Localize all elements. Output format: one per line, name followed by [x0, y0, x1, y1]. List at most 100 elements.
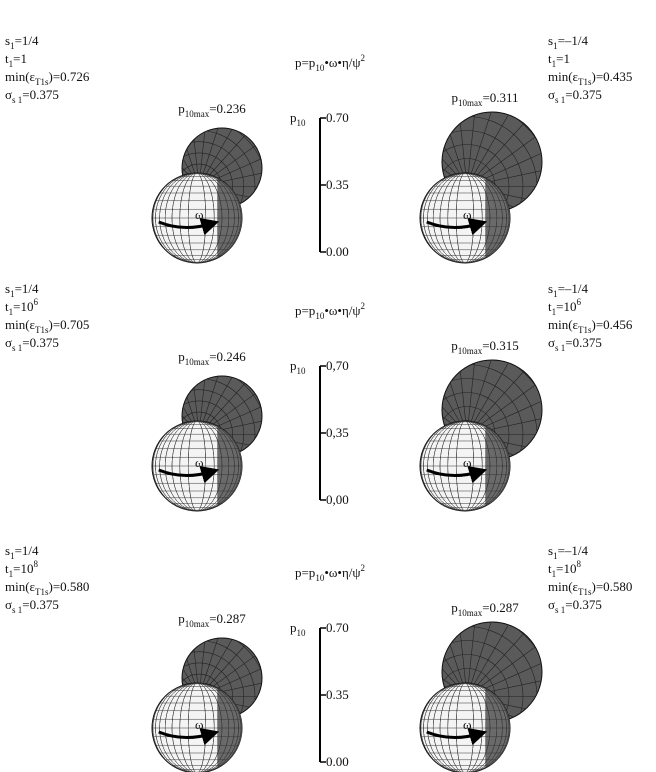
- parameter: t1=106: [548, 297, 581, 317]
- text-run: =–1/4: [558, 543, 589, 558]
- text-run: 10max: [458, 98, 483, 108]
- scale-label: p10: [290, 110, 306, 128]
- scale-label: p10: [290, 358, 306, 376]
- text-run: 8: [33, 559, 38, 569]
- text-run: s 1: [555, 95, 565, 105]
- text-run: )=0.456: [592, 317, 633, 332]
- text-run: 6: [576, 297, 581, 307]
- text-run: •ω•η/ψ: [324, 565, 360, 580]
- text-run: =0.315: [482, 338, 519, 353]
- text-run: )=0.580: [49, 579, 90, 594]
- text-run: =–1/4: [558, 33, 589, 48]
- text-run: =0.236: [209, 101, 246, 116]
- scale-tick-label: 0.35: [326, 177, 349, 192]
- parameter: t1=1: [548, 51, 570, 69]
- formula: p=p10•ω•η/ψ2: [295, 301, 365, 321]
- text-run: 10max: [458, 608, 483, 618]
- rotation-label: ω: [195, 717, 204, 732]
- text-run: σ: [548, 335, 555, 350]
- parameter: min(εT1s)=0.726: [5, 69, 90, 87]
- text-run: =10: [556, 561, 576, 576]
- text-run: =10: [13, 299, 33, 314]
- parameter: σs 1=0.375: [548, 87, 602, 105]
- text-run: =10: [13, 561, 33, 576]
- scale-tick-label: 0.35: [326, 687, 349, 702]
- p10max-label: p10max=0.246: [178, 349, 246, 367]
- text-run: min(ε: [548, 69, 579, 84]
- text-run: min(ε: [5, 579, 36, 594]
- scale-tick-label: 0.70: [326, 620, 349, 635]
- text-run: 10: [297, 118, 307, 128]
- scale-tick-label: 0.00: [326, 244, 349, 259]
- rotation-label: ω: [195, 207, 204, 222]
- parameter: s1=–1/4: [548, 281, 589, 299]
- text-run: =0.246: [209, 349, 246, 364]
- scale-tick-label: 0,00: [326, 492, 349, 507]
- parameter: min(εT1s)=0.580: [548, 579, 632, 597]
- parameter: min(εT1s)=0.580: [5, 579, 89, 597]
- text-run: =0.375: [22, 87, 59, 102]
- text-run: min(ε: [5, 69, 36, 84]
- text-run: σ: [5, 87, 12, 102]
- rotation-label: ω: [463, 717, 472, 732]
- text-run: 10max: [458, 346, 483, 356]
- parameter: t1=1: [5, 51, 27, 69]
- p10max-label: p10max=0.311: [451, 90, 518, 108]
- text-run: p=p: [295, 303, 315, 318]
- scale-tick-label: 0,70: [326, 358, 349, 373]
- sphere-glyph: ω: [111, 347, 287, 522]
- text-run: =0.287: [482, 600, 519, 615]
- text-run: =1/4: [15, 33, 39, 48]
- text-run: 10: [297, 366, 307, 376]
- text-run: s 1: [12, 95, 22, 105]
- text-run: min(ε: [548, 317, 579, 332]
- text-run: =0.375: [22, 597, 59, 612]
- formula: p=p10•ω•η/ψ2: [295, 563, 365, 583]
- text-run: σ: [5, 335, 12, 350]
- parameter: t1=106: [5, 297, 38, 317]
- rotation-label: ω: [463, 207, 472, 222]
- sphere-glyph: ω: [357, 325, 577, 544]
- text-run: =10: [556, 299, 576, 314]
- text-run: =1/4: [15, 543, 39, 558]
- text-run: 10max: [185, 619, 210, 629]
- text-run: 2: [361, 53, 366, 63]
- text-run: T1s: [35, 325, 49, 335]
- sphere-glyph: ω: [357, 77, 577, 296]
- figure: s1=1/4t1=1min(εT1s)=0.726 σs 1=0.375s1=–…: [0, 0, 656, 772]
- text-run: s 1: [12, 605, 22, 615]
- scale-tick-label: 0.00: [326, 754, 349, 769]
- parameter: min(εT1s)=0.705: [5, 317, 89, 335]
- scale-tick-label: 0,35: [326, 425, 349, 440]
- text-run: 10max: [185, 357, 210, 367]
- p10max-label: p10max=0.287: [451, 600, 519, 618]
- text-run: 6: [33, 297, 38, 307]
- parameter: σs 1=0.375: [5, 597, 59, 615]
- text-run: s 1: [12, 343, 22, 353]
- p10max-label: p10max=0.315: [451, 338, 519, 356]
- parameter: σs 1=0.375: [5, 87, 59, 105]
- text-run: p=p: [295, 55, 315, 70]
- parameter: t1=108: [548, 559, 581, 579]
- text-run: T1s: [35, 77, 49, 87]
- text-run: =0.375: [565, 597, 602, 612]
- text-run: s 1: [555, 343, 565, 353]
- rotation-label: ω: [195, 455, 204, 470]
- rotation-label: ω: [463, 455, 472, 470]
- text-run: =1: [556, 51, 570, 66]
- parameter: s1=–1/4: [548, 543, 589, 561]
- parameter: σs 1=0.375: [548, 597, 602, 615]
- parameter: t1=108: [5, 559, 38, 579]
- text-run: σ: [5, 597, 12, 612]
- parameter: min(εT1s)=0.435: [548, 69, 632, 87]
- text-run: 8: [576, 559, 581, 569]
- text-run: =0.311: [482, 90, 518, 105]
- text-run: T1s: [578, 587, 592, 597]
- text-run: 2: [361, 301, 366, 311]
- text-run: T1s: [578, 77, 592, 87]
- text-run: 2: [361, 563, 366, 573]
- formula: p=p10•ω•η/ψ2: [295, 53, 365, 73]
- text-run: =1/4: [15, 281, 39, 296]
- sphere-glyph: ω: [111, 99, 287, 274]
- text-run: •ω•η/ψ: [324, 303, 360, 318]
